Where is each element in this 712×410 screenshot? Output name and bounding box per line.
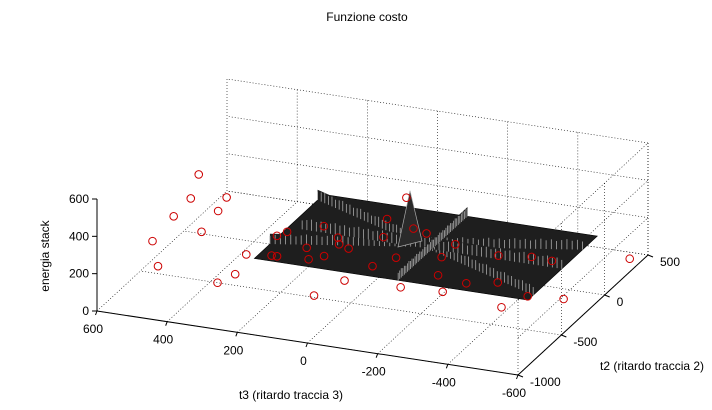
data-marker — [148, 236, 157, 246]
data-marker — [437, 252, 446, 262]
peak-shape — [397, 190, 423, 248]
data-marker — [379, 232, 388, 242]
data-marker — [547, 256, 557, 266]
grid-line — [96, 190, 228, 312]
x-tick-label: -400 — [432, 375, 456, 389]
surface-peak — [397, 190, 423, 248]
data-marker — [461, 278, 471, 288]
z-tick-label: 600 — [69, 192, 89, 206]
data-marker — [402, 193, 411, 202]
data-marker — [272, 231, 282, 241]
data-marker — [396, 282, 405, 292]
grid-line — [140, 270, 562, 336]
z-tick-label: 0 — [82, 304, 89, 318]
axes — [92, 198, 654, 380]
x-tick — [95, 310, 98, 316]
x-tick-label: 200 — [223, 343, 243, 357]
x-axis-label: t3 (ritardo traccia 3) — [239, 388, 343, 402]
data-marker — [438, 287, 447, 297]
data-marker — [527, 252, 536, 262]
y-tick — [561, 334, 567, 338]
data-marker — [319, 251, 329, 261]
x-tick — [516, 374, 519, 380]
data-marker — [497, 302, 506, 312]
x-tick — [305, 342, 308, 348]
data-marker — [230, 269, 240, 279]
y-axis-label: t2 (ritardo traccia 2) — [600, 359, 704, 373]
grid-line — [517, 142, 649, 264]
ridge-band — [397, 207, 468, 281]
cost-surface — [253, 189, 598, 301]
x-tick-label: 0 — [300, 354, 307, 368]
data-marker — [334, 240, 344, 249]
marker-series — [148, 170, 635, 312]
x-tick — [445, 364, 449, 369]
y-tick-label: 0 — [617, 295, 624, 309]
tick-labels: 600 400 200 0 -200 -400 -600 500 0 -500 -1000 0 200 4… — [69, 192, 680, 400]
data-marker — [422, 229, 431, 238]
z-tick-label: 200 — [69, 267, 89, 281]
data-marker — [368, 261, 377, 271]
x-tick — [235, 332, 238, 337]
data-marker — [153, 261, 163, 271]
grid-line — [166, 201, 298, 322]
z-tick-label: 400 — [69, 229, 89, 243]
data-marker — [625, 254, 635, 264]
data-marker — [241, 250, 251, 259]
x-tick-label: -600 — [502, 386, 526, 400]
grid-line — [226, 153, 649, 218]
data-marker — [319, 221, 329, 231]
chart-title: Funzione costo — [326, 10, 408, 24]
data-marker — [282, 227, 292, 237]
data-marker — [309, 291, 319, 300]
data-marker — [186, 194, 196, 203]
y-axis-line — [517, 254, 649, 376]
y-tick-label: -1000 — [530, 375, 561, 389]
data-marker — [344, 244, 353, 253]
y-tick-label: 500 — [660, 255, 680, 269]
data-marker — [197, 227, 206, 237]
y-tick — [604, 294, 610, 298]
data-marker — [451, 240, 460, 249]
data-marker — [382, 214, 392, 224]
data-marker — [272, 252, 282, 261]
data-marker — [433, 270, 443, 280]
data-marker — [494, 251, 503, 260]
grid-line — [517, 180, 649, 301]
grid-line — [226, 116, 649, 181]
y-tick — [517, 374, 524, 378]
y-tick-label: -500 — [573, 335, 597, 349]
data-marker — [304, 254, 313, 264]
data-marker — [169, 212, 178, 221]
data-marker — [222, 193, 231, 202]
z-axis-label: energia stack — [38, 219, 52, 291]
x-tick — [165, 321, 168, 326]
data-marker — [194, 170, 204, 179]
data-marker — [213, 278, 222, 288]
data-marker — [523, 292, 532, 301]
grid-line — [226, 190, 649, 256]
grid-line — [226, 78, 649, 144]
data-marker — [559, 294, 568, 304]
x-tick-label: 400 — [153, 333, 173, 347]
data-marker — [391, 253, 401, 262]
data-marker — [333, 233, 343, 242]
x-tick — [375, 353, 379, 358]
data-marker — [409, 224, 418, 233]
grid-line — [517, 217, 649, 338]
data-marker — [302, 243, 311, 253]
data-marker — [340, 276, 349, 285]
data-marker — [267, 251, 276, 260]
data-marker — [493, 278, 503, 287]
y-tick — [647, 254, 654, 258]
data-marker — [213, 206, 223, 216]
x-tick-label: -200 — [362, 365, 386, 379]
grid-line — [183, 230, 605, 296]
x-tick-label: 600 — [83, 322, 103, 336]
